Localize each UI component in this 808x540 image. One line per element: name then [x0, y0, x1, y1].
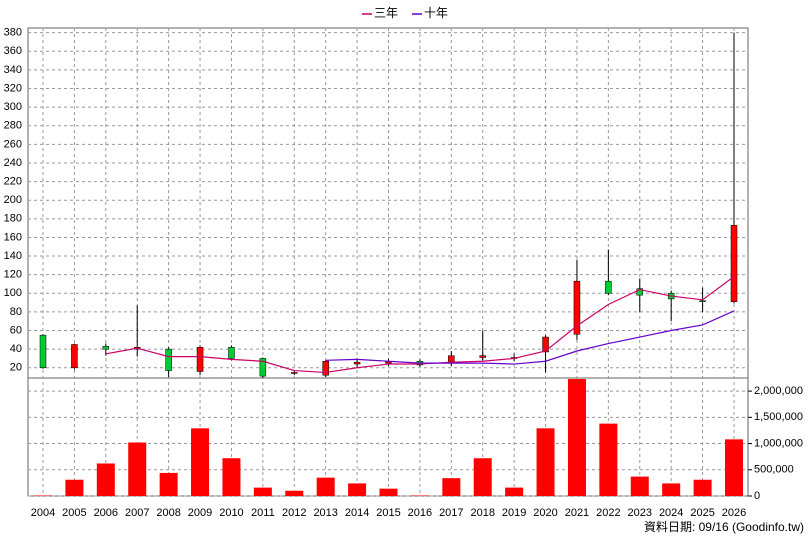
legend-label: 三年	[374, 6, 398, 20]
candle-body	[542, 336, 549, 353]
y-tick-label: 20	[10, 362, 22, 374]
x-tick-label: 2015	[376, 507, 400, 519]
y2-tick-label: 1,500,000	[754, 411, 803, 423]
ma-line	[325, 310, 735, 365]
x-tick-label: 2010	[219, 507, 243, 519]
y-tick-label: 60	[10, 324, 22, 336]
candle-body	[636, 288, 644, 296]
candle-body	[102, 346, 110, 350]
volume-bar	[505, 487, 524, 496]
x-tick-label: 2009	[188, 507, 212, 519]
volume-bar	[191, 428, 210, 496]
volume-bar	[599, 423, 618, 496]
candle-body	[228, 347, 235, 359]
x-tick-label: 2007	[125, 507, 149, 519]
candle-body	[322, 360, 329, 376]
volume-bar	[693, 479, 712, 496]
volume-bar	[348, 483, 367, 496]
candle-body	[196, 347, 204, 372]
volume-bar	[410, 495, 429, 496]
footnote: 資料日期: 09/16 (Goodinfo.tw)	[644, 520, 804, 534]
candle-body	[730, 225, 738, 302]
x-tick-label: 2017	[439, 507, 463, 519]
candle-body	[291, 372, 298, 374]
x-tick-label: 2025	[690, 507, 714, 519]
x-tick-label: 2004	[31, 507, 55, 519]
x-tick-label: 2012	[282, 507, 306, 519]
y-tick-label: 140	[4, 250, 22, 262]
volume-bar	[379, 488, 398, 496]
volume-bar	[34, 495, 52, 496]
volume-bar	[285, 490, 304, 496]
volume-bar	[473, 458, 492, 496]
y2-tick-label: 2,000,000	[754, 385, 803, 397]
volume-bar	[222, 458, 241, 496]
x-tick-label: 2005	[62, 507, 86, 519]
y-tick-label: 180	[4, 213, 22, 225]
y-tick-label: 320	[4, 82, 22, 94]
volume-bar	[662, 483, 681, 496]
x-tick-label: 2018	[470, 507, 494, 519]
y-tick-label: 340	[4, 64, 22, 76]
y-tick-label: 260	[4, 138, 22, 150]
volume-bar	[536, 428, 555, 496]
x-tick-label: 2023	[628, 507, 652, 519]
candle-body	[605, 280, 612, 294]
y-tick-label: 300	[4, 101, 22, 113]
x-tick-label: 2022	[596, 507, 620, 519]
volume-bar	[159, 472, 178, 496]
candle-body	[39, 334, 47, 369]
candle-body	[259, 358, 267, 377]
y-tick-label: 40	[10, 343, 22, 355]
x-tick-label: 2011	[251, 507, 275, 519]
y-tick-label: 100	[4, 287, 22, 299]
y2-tick-label: 0	[754, 490, 760, 502]
candle-body	[479, 355, 486, 358]
volume-bar	[442, 478, 461, 496]
y-tick-label: 220	[4, 175, 22, 187]
candle-body	[353, 361, 361, 365]
x-tick-label: 2019	[502, 507, 526, 519]
volume-bar	[65, 479, 84, 496]
candle-body	[699, 300, 706, 302]
legend-label: 十年	[424, 6, 448, 20]
candle-body	[573, 280, 581, 335]
y-tick-label: 360	[4, 45, 22, 57]
x-tick-label: 2008	[156, 507, 180, 519]
y-tick-label: 380	[4, 27, 22, 39]
x-tick-label: 2021	[565, 507, 589, 519]
volume-bar	[96, 463, 115, 496]
y-tick-label: 80	[10, 306, 22, 318]
x-tick-label: 2013	[313, 507, 337, 519]
volume-bar	[567, 379, 586, 496]
x-tick-label: 2024	[659, 507, 683, 519]
volume-bar	[128, 442, 147, 496]
x-tick-label: 2006	[94, 507, 118, 519]
x-tick-label: 2014	[345, 507, 369, 519]
y2-tick-label: 1,000,000	[754, 437, 803, 449]
y-tick-label: 160	[4, 231, 22, 243]
y-tick-label: 240	[4, 157, 22, 169]
volume-bar	[725, 439, 743, 496]
volume-bar	[253, 487, 272, 496]
x-tick-label: 2016	[408, 507, 432, 519]
y-tick-label: 280	[4, 120, 22, 132]
y2-tick-label: 500,000	[754, 464, 794, 476]
x-tick-label: 2020	[533, 507, 557, 519]
x-tick-label: 2026	[722, 507, 746, 519]
candle-body	[165, 348, 172, 371]
y-tick-label: 120	[4, 269, 22, 281]
y-tick-label: 200	[4, 194, 22, 206]
volume-bar	[316, 477, 335, 496]
ma-line	[105, 276, 735, 374]
volume-bar	[630, 476, 649, 496]
candle-body	[71, 344, 78, 369]
